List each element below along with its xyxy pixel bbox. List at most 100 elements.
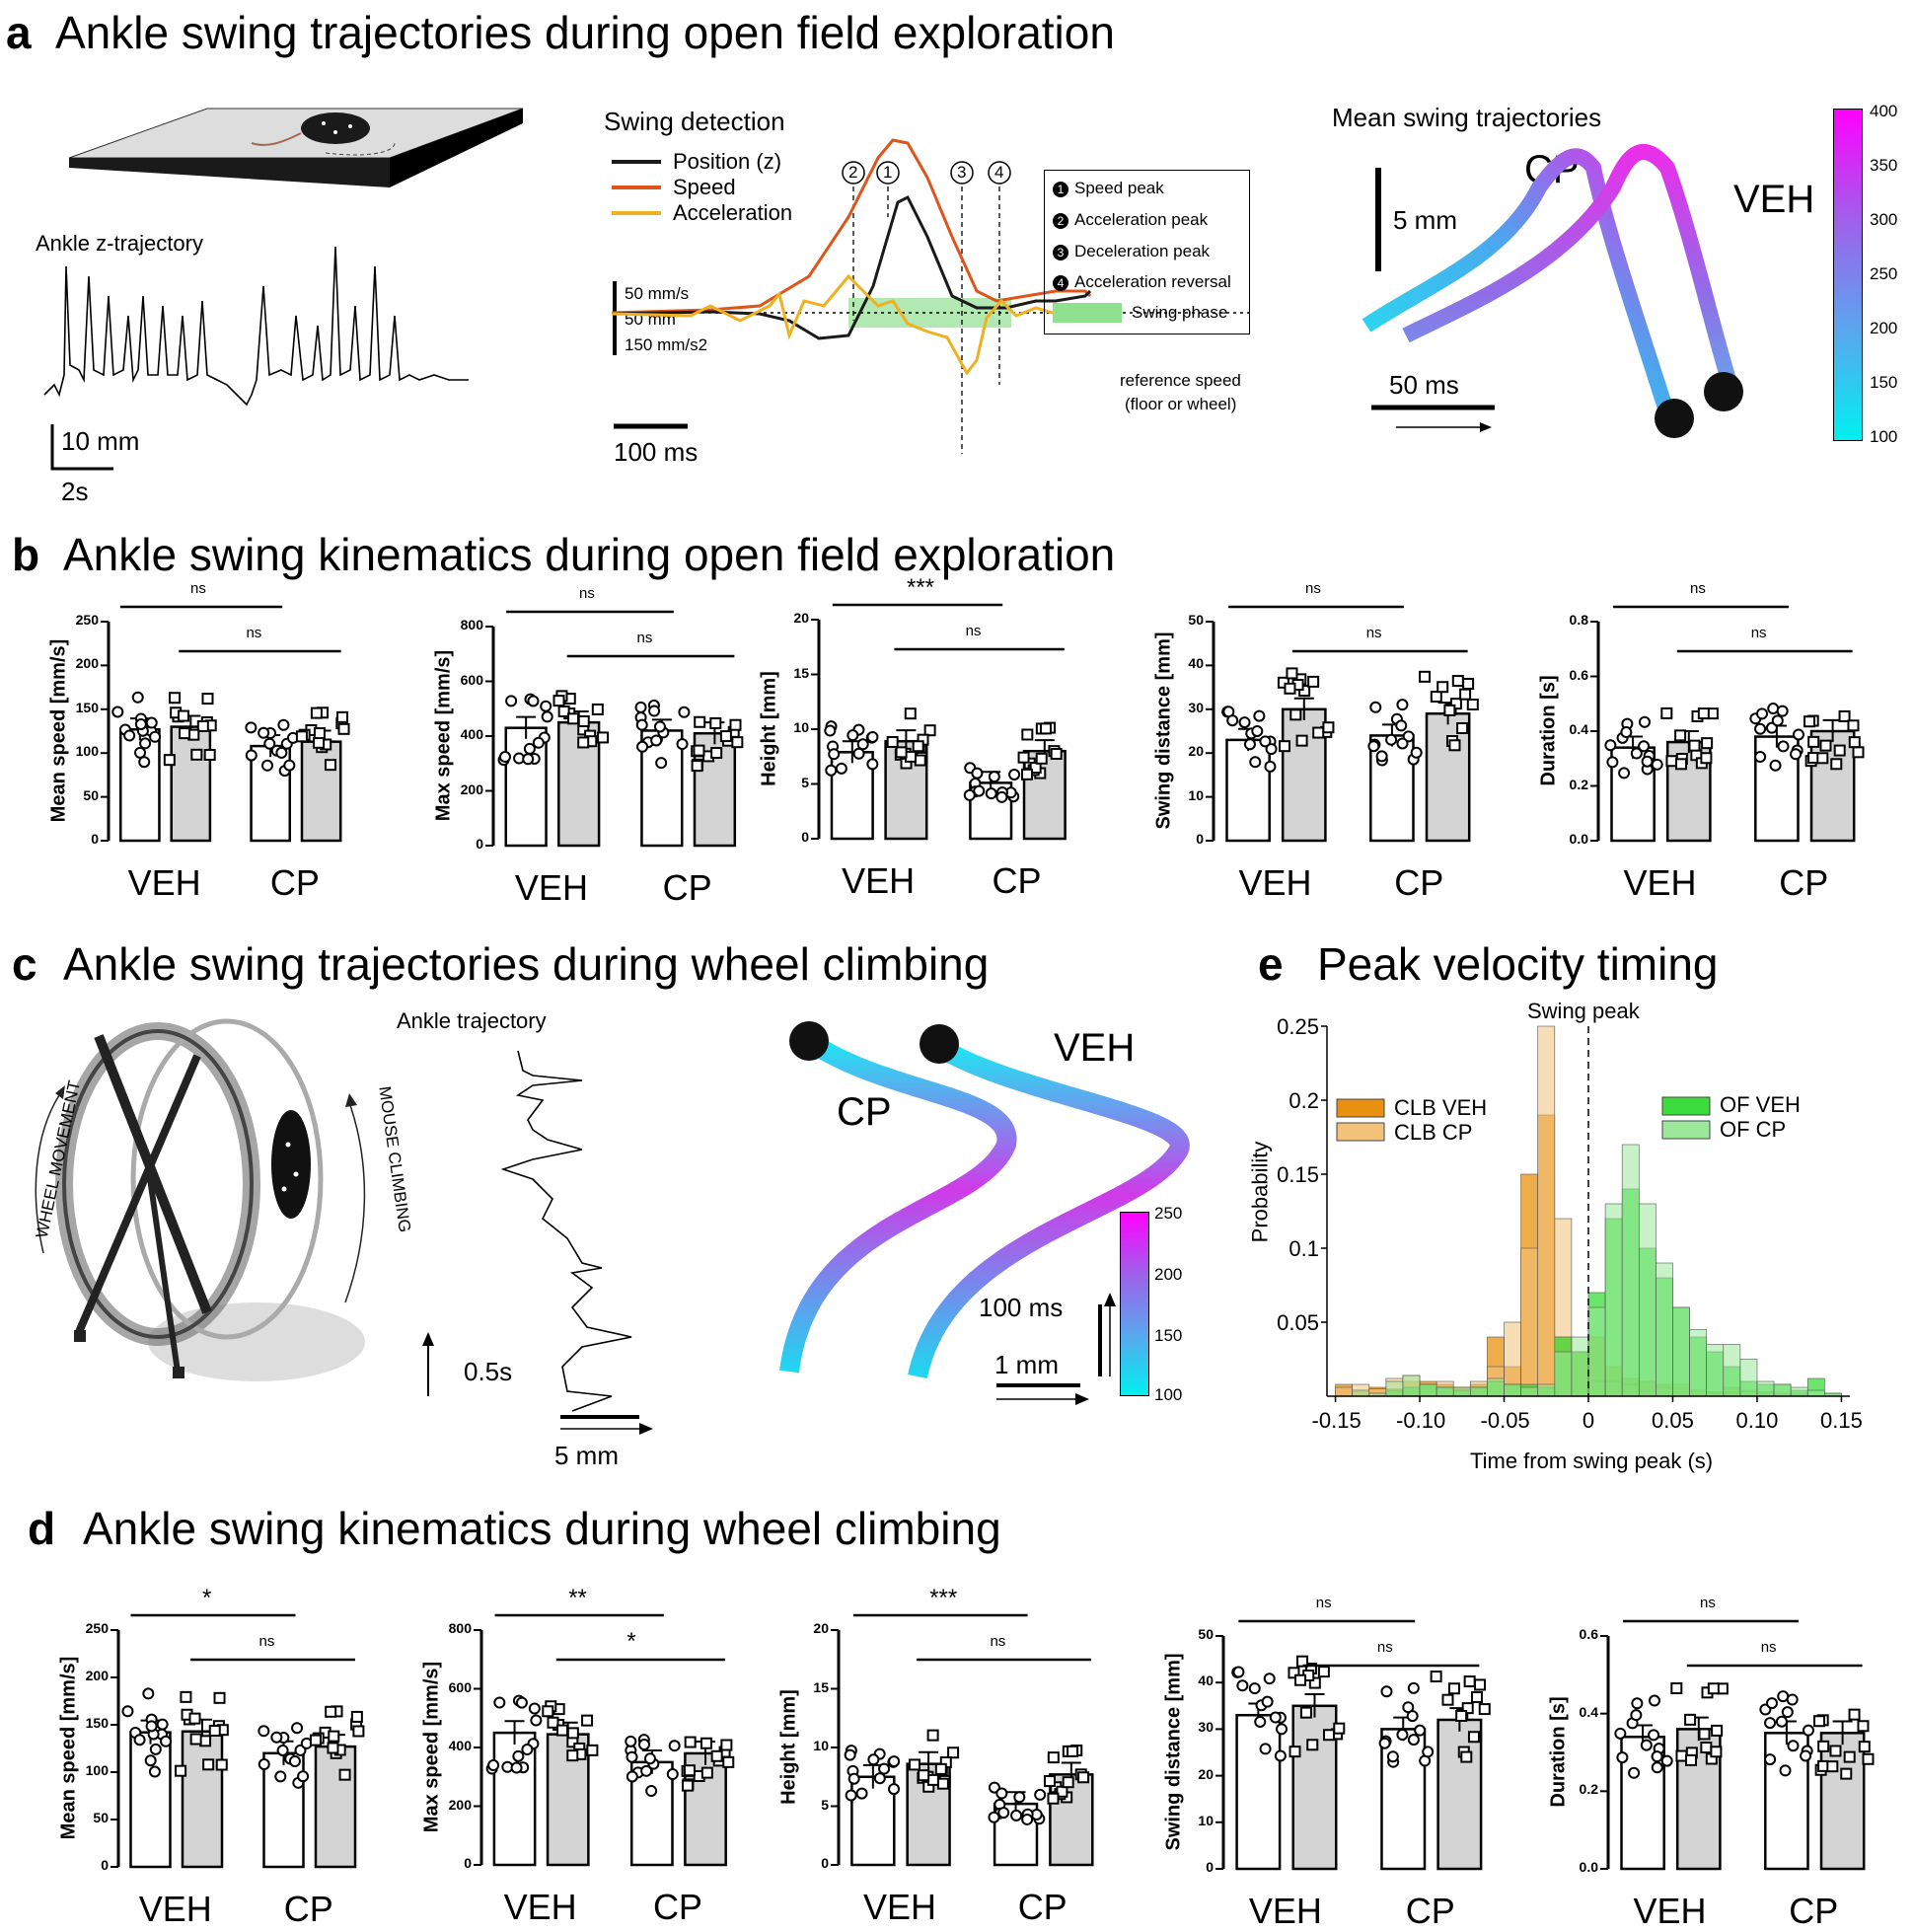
data-point (1618, 767, 1631, 780)
significance-label: ns (1700, 1595, 1716, 1611)
data-point (635, 718, 648, 731)
data-point (145, 716, 158, 729)
category-label: VEH (138, 1889, 212, 1929)
e-xlabel: Time from swing peak (s) (1470, 1449, 1714, 1473)
a-time-scale (1371, 405, 1495, 432)
data-point (169, 692, 182, 705)
data-point (912, 740, 924, 753)
data-point (566, 1727, 579, 1740)
y-tick-label: 0.6 (1569, 666, 1588, 683)
bar-chart-panel_d-4 (1600, 1619, 1875, 1871)
histogram-bar (1537, 1383, 1556, 1397)
data-point (678, 706, 691, 718)
a-cbar-200: 200 (1870, 319, 1898, 337)
significance-label: ns (1305, 580, 1321, 597)
data-point (328, 1730, 340, 1743)
y-tick-label: 5 (801, 774, 809, 790)
key-3-text: Deceleration peak (1074, 242, 1211, 260)
data-point (1441, 1693, 1454, 1706)
data-point (245, 749, 258, 762)
data-point (177, 709, 189, 722)
data-point (1307, 675, 1320, 688)
legend-clb-cp-swatch (1336, 1122, 1385, 1142)
data-point (852, 747, 865, 760)
data-point (1710, 1746, 1723, 1758)
data-point (1455, 1709, 1468, 1722)
y-tick-label: 600 (448, 1678, 472, 1695)
data-point (1407, 1681, 1420, 1694)
data-point (650, 734, 663, 747)
key-3-num: 3 (1053, 245, 1068, 260)
data-point (682, 1779, 695, 1792)
data-point (144, 1754, 157, 1767)
y-tick-label: 250 (75, 612, 99, 628)
data-point (547, 1716, 559, 1729)
data-point (914, 754, 926, 767)
histogram-bar (1790, 1386, 1808, 1397)
data-point (1802, 1724, 1814, 1737)
y-axis-label: Duration [s] (1537, 675, 1560, 786)
key-3: 3 Deceleration peak (1053, 242, 1210, 261)
histogram-bar (1554, 1351, 1573, 1397)
data-point (190, 748, 203, 761)
a-cbar-250: 250 (1870, 264, 1898, 283)
data-point (1701, 737, 1714, 750)
c-cbar-100: 100 (1154, 1385, 1183, 1404)
data-point (1858, 1741, 1871, 1753)
data-point (258, 1725, 270, 1738)
histogram-bar (1638, 1203, 1656, 1397)
data-point (1238, 716, 1251, 729)
data-point (666, 1768, 679, 1781)
histogram-bar (1335, 1386, 1353, 1397)
data-point (1299, 1706, 1312, 1719)
data-point (847, 1772, 860, 1785)
legend-position: Position (z) (673, 149, 782, 174)
data-point (626, 1770, 638, 1783)
histogram-bar (1452, 1386, 1471, 1397)
histogram-bar (1470, 1386, 1488, 1397)
data-point (189, 1733, 202, 1746)
data-point (581, 1714, 594, 1727)
y-axis-label: Mean speed [mm/s] (47, 638, 70, 823)
y-tick-label: 600 (460, 671, 483, 688)
data-point (149, 730, 162, 743)
data-point (1847, 719, 1860, 732)
swing-phase-swatch (1053, 303, 1122, 323)
c-mm-arrow (560, 1415, 653, 1435)
data-point (275, 746, 288, 759)
significance-label: ns (965, 623, 982, 639)
data-point (1651, 1761, 1663, 1774)
data-point (963, 788, 976, 801)
significance-label: ns (1365, 625, 1382, 641)
data-point (1274, 1749, 1287, 1762)
y-tick-label: 150 (75, 699, 99, 715)
ankle-z-trajectory-trace (43, 246, 469, 407)
bar (1235, 1713, 1282, 1871)
data-point (1323, 1729, 1336, 1742)
data-point (512, 1749, 525, 1762)
category-label: CP (992, 860, 1042, 901)
a-scale-mm: 10 mm (61, 426, 140, 456)
marker-1: 1 (883, 163, 893, 182)
data-point (640, 1764, 653, 1777)
data-point (1020, 768, 1033, 780)
bar-chart-panel_d-1 (474, 1613, 735, 1867)
data-point (1786, 1693, 1799, 1706)
swing-detection-title: Swing detection (604, 107, 785, 136)
data-point (1840, 1767, 1853, 1780)
data-point (1369, 701, 1382, 713)
data-point (1414, 1724, 1427, 1737)
category-label: VEH (503, 1887, 577, 1927)
climbing-wheel-illustration (35, 1018, 366, 1381)
category-label: CP (662, 867, 712, 908)
category-label: CP (1394, 862, 1444, 903)
data-point (1279, 740, 1291, 753)
peak-velocity-histogram (1321, 1025, 1850, 1402)
data-point (856, 738, 869, 751)
data-point (208, 1724, 221, 1737)
data-point (1322, 721, 1335, 734)
time-scale-bar (614, 423, 688, 429)
swing-phase-label: Swing phase (1132, 303, 1228, 322)
data-point (1630, 747, 1643, 760)
data-point (1648, 1729, 1660, 1742)
